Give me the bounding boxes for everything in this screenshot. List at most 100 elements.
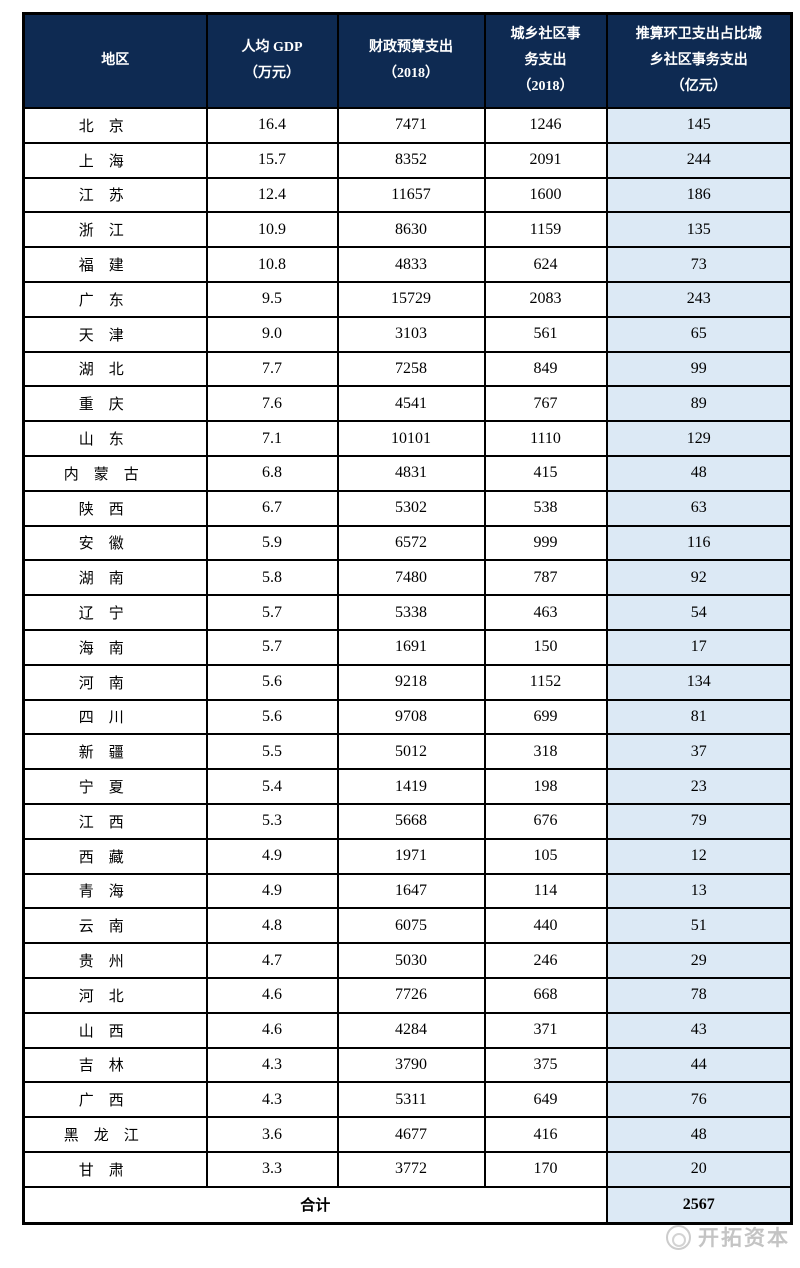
region-cell: 北 京: [22, 107, 208, 144]
header-line: 城乡社区事: [510, 27, 581, 42]
region-name: 宁 夏: [78, 780, 124, 797]
gdp-cell: 4.3: [205, 1081, 339, 1119]
budget-cell: 3103: [336, 315, 486, 353]
region-name: 福 建: [78, 258, 124, 275]
gdp-cell: 4.9: [205, 872, 339, 910]
gdp-cell: 7.6: [205, 385, 339, 423]
budget-cell: 9708: [336, 698, 486, 736]
gdp-cell: 5.3: [205, 802, 339, 840]
sanitation-cell: 89: [605, 385, 793, 423]
table-row: 重 庆 7.6 4541 767 89: [22, 385, 793, 423]
table-row: 新 疆 5.5 5012 318 37: [22, 733, 793, 771]
budget-cell: 15729: [336, 280, 486, 318]
sanitation-cell: 13: [605, 872, 793, 910]
region-name: 广 西: [78, 1093, 124, 1110]
sanitation-cell: 135: [605, 211, 793, 249]
gdp-cell: 6.7: [205, 489, 339, 527]
community-cell: 105: [483, 837, 608, 875]
budget-cell: 9218: [336, 663, 486, 701]
header-line: （亿元）: [670, 79, 727, 94]
gdp-cell: 5.9: [205, 524, 339, 562]
gdp-cell: 5.7: [205, 628, 339, 666]
region-cell: 西 藏: [22, 837, 208, 875]
community-cell: 198: [483, 768, 608, 805]
col-header-gdp: 人均 GDP （万元）: [205, 12, 339, 109]
region-cell: 河 北: [22, 976, 208, 1014]
region-name: 青 海: [78, 884, 124, 901]
table-row: 福 建 10.8 4833 624 73: [22, 246, 793, 283]
community-cell: 1159: [483, 211, 608, 249]
region-name: 西 藏: [78, 849, 124, 866]
table-row: 北 京 16.4 7471 1246 145: [22, 107, 793, 144]
region-cell: 安 徽: [22, 524, 208, 562]
table-row: 陕 西 6.7 5302 538 63: [22, 489, 793, 527]
table-row: 河 南 5.6 9218 1152 134: [22, 663, 793, 701]
region-name: 浙 江: [78, 223, 124, 240]
budget-cell: 1419: [336, 768, 486, 805]
table-row: 广 西 4.3 5311 649 76: [22, 1081, 793, 1119]
sanitation-cell: 20: [605, 1150, 793, 1188]
region-name: 山 东: [78, 432, 124, 449]
region-name: 吉 林: [78, 1058, 124, 1075]
region-cell: 广 东: [22, 280, 208, 318]
region-name: 河 南: [78, 675, 124, 692]
gdp-cell: 5.7: [205, 594, 339, 631]
header-line: （2018）: [383, 66, 439, 81]
region-name: 江 苏: [78, 188, 124, 205]
total-row: 合计 2567: [22, 1185, 793, 1225]
region-name: 重 庆: [78, 397, 124, 414]
region-name: 天 津: [78, 327, 124, 344]
sanitation-cell: 116: [605, 524, 793, 562]
region-name: 贵 州: [78, 954, 124, 971]
region-name: 山 西: [78, 1023, 124, 1040]
gdp-cell: 3.6: [205, 1116, 339, 1153]
gdp-cell: 6.8: [205, 454, 339, 492]
table-row: 西 藏 4.9 1971 105 12: [22, 837, 793, 875]
sanitation-cell: 73: [605, 246, 793, 283]
budget-cell: 6075: [336, 907, 486, 945]
table-row: 山 东 7.1 10101 1110 129: [22, 420, 793, 457]
sanitation-cell: 23: [605, 768, 793, 805]
region-cell: 上 海: [22, 141, 208, 179]
col-header-sanitation: 推算环卫支出占比城 乡社区事务支出 （亿元）: [605, 12, 793, 109]
community-cell: 1152: [483, 663, 608, 701]
budget-cell: 4541: [336, 385, 486, 423]
community-cell: 767: [483, 385, 608, 423]
budget-cell: 5311: [336, 1081, 486, 1119]
region-cell: 吉 林: [22, 1046, 208, 1084]
gdp-cell: 9.0: [205, 315, 339, 353]
budget-cell: 1647: [336, 872, 486, 910]
region-cell: 云 南: [22, 907, 208, 945]
community-cell: 170: [483, 1150, 608, 1188]
table-row: 青 海 4.9 1647 114 13: [22, 872, 793, 910]
header-line: （2018）: [517, 79, 574, 94]
region-cell: 海 南: [22, 628, 208, 666]
region-name: 江 西: [78, 814, 124, 831]
budget-cell: 5338: [336, 594, 486, 631]
region-name: 海 南: [78, 640, 124, 657]
col-header-community: 城乡社区事 务支出 （2018）: [483, 12, 608, 109]
sanitation-cell: 129: [605, 420, 793, 457]
community-cell: 463: [483, 594, 608, 631]
table-row: 上 海 15.7 8352 2091 244: [22, 141, 793, 179]
sanitation-cell: 186: [605, 176, 793, 214]
table-row: 浙 江 10.9 8630 1159 135: [22, 211, 793, 249]
table-row: 江 西 5.3 5668 676 79: [22, 802, 793, 840]
gdp-cell: 5.6: [205, 663, 339, 701]
region-name: 黑 龙 江: [63, 1128, 139, 1144]
budget-cell: 6572: [336, 524, 486, 562]
budget-cell: 7258: [336, 350, 486, 388]
table-row: 广 东 9.5 15729 2083 243: [22, 280, 793, 318]
col-header-region: 地区: [22, 12, 208, 109]
gdp-cell: 3.3: [205, 1150, 339, 1188]
sanitation-cell: 243: [605, 280, 793, 318]
sanitation-cell: 99: [605, 350, 793, 388]
community-cell: 318: [483, 733, 608, 771]
table-row: 四 川 5.6 9708 699 81: [22, 698, 793, 736]
region-cell: 江 西: [22, 802, 208, 840]
table-row: 云 南 4.8 6075 440 51: [22, 907, 793, 945]
region-cell: 山 东: [22, 420, 208, 457]
sanitation-cell: 134: [605, 663, 793, 701]
sanitation-cell: 79: [605, 802, 793, 840]
community-cell: 676: [483, 802, 608, 840]
